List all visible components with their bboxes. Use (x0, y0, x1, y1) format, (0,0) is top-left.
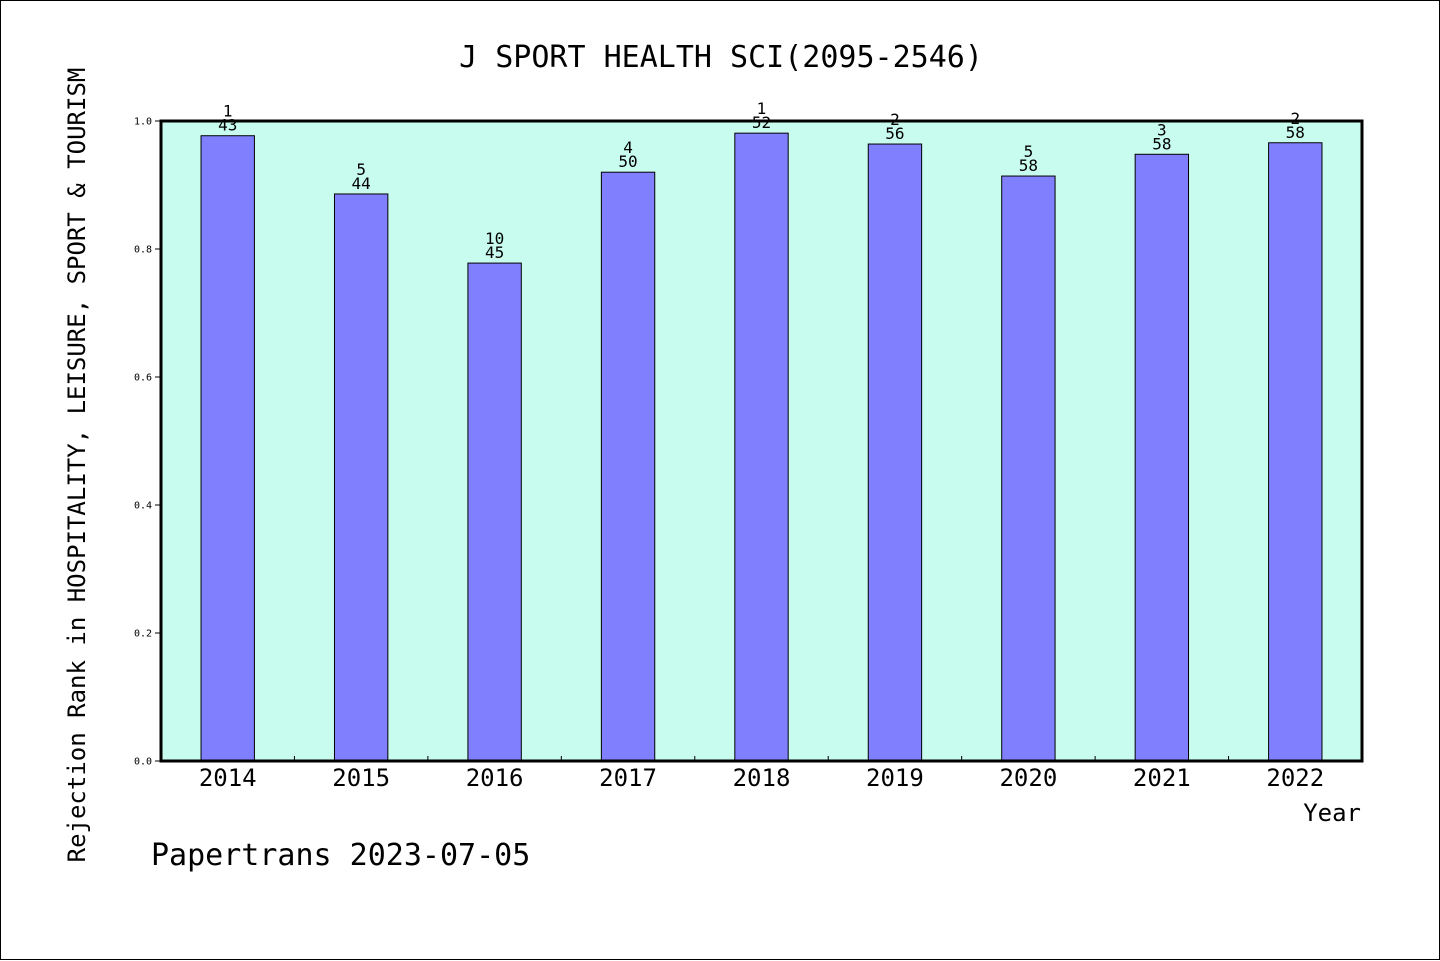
x-tick-label: 2015 (332, 764, 390, 792)
bar-rank-label: 1 (223, 102, 233, 121)
x-tick-label: 2021 (1133, 764, 1191, 792)
bar-rank-label: 5 (1024, 142, 1034, 161)
bar-total-label: 56 (885, 124, 904, 143)
bar-2019 (867, 143, 923, 762)
y-tick-label: 0.6 (134, 373, 152, 384)
bars (200, 132, 1323, 762)
x-tick-label: 2022 (1266, 764, 1324, 792)
bar-2015 (333, 193, 389, 762)
y-tick-label: 0.4 (134, 501, 152, 512)
x-tick-label: 2016 (466, 764, 524, 792)
bar-total-label: 45 (485, 243, 504, 262)
bar-total-label: 52 (752, 113, 771, 132)
plot-frame (159, 119, 1364, 763)
x-tick-label: 2014 (199, 764, 257, 792)
bar-total-label: 43 (218, 116, 237, 135)
bar-2016 (467, 262, 522, 762)
x-tick-label: 2017 (599, 764, 657, 792)
footer-note: Papertrans 2023-07-05 (151, 838, 530, 873)
bar-rank-label: 4 (623, 138, 633, 157)
x-axis-title: Year (1303, 799, 1361, 827)
y-axis-title: Rejection Rank in HOSPITALITY, LEISURE, … (63, 68, 91, 863)
bar-2014 (200, 135, 255, 762)
x-axis: 2014 2015 2016 2017 2018 2019 2020 2021 2022 (199, 756, 1324, 792)
bar-total-label: 44 (352, 174, 371, 193)
bar-rank-label: 3 (1157, 120, 1167, 139)
y-tick-label: 1.0 (134, 117, 152, 128)
chart-title: J SPORT HEALTH SCI(2095-2546) (459, 40, 983, 75)
bar-rank-label: 2 (1290, 109, 1300, 128)
y-tick-label: 0.0 (134, 757, 152, 768)
y-axis: 0.0 0.2 0.4 0.6 0.8 1.0 (134, 117, 161, 768)
bar-rank-label: 10 (485, 229, 504, 248)
bar-2021 (1134, 153, 1190, 762)
bar-2022 (1268, 142, 1323, 762)
y-tick-label: 0.2 (134, 629, 152, 640)
bar-total-label: 50 (618, 152, 637, 171)
bar-rank-label: 5 (356, 160, 366, 179)
bar-2017 (600, 171, 656, 762)
x-tick-label: 2019 (866, 764, 924, 792)
bar-total-label: 58 (1286, 123, 1305, 142)
bar-2018 (734, 132, 789, 762)
y-tick-label: 0.8 (134, 245, 152, 256)
x-tick-label: 2020 (999, 764, 1057, 792)
bar-2020 (1001, 175, 1056, 762)
bar-rank-label: 1 (757, 99, 767, 118)
x-tick-label: 2018 (733, 764, 791, 792)
bar-total-label: 58 (1152, 134, 1171, 153)
bar-total-label: 58 (1019, 156, 1038, 175)
